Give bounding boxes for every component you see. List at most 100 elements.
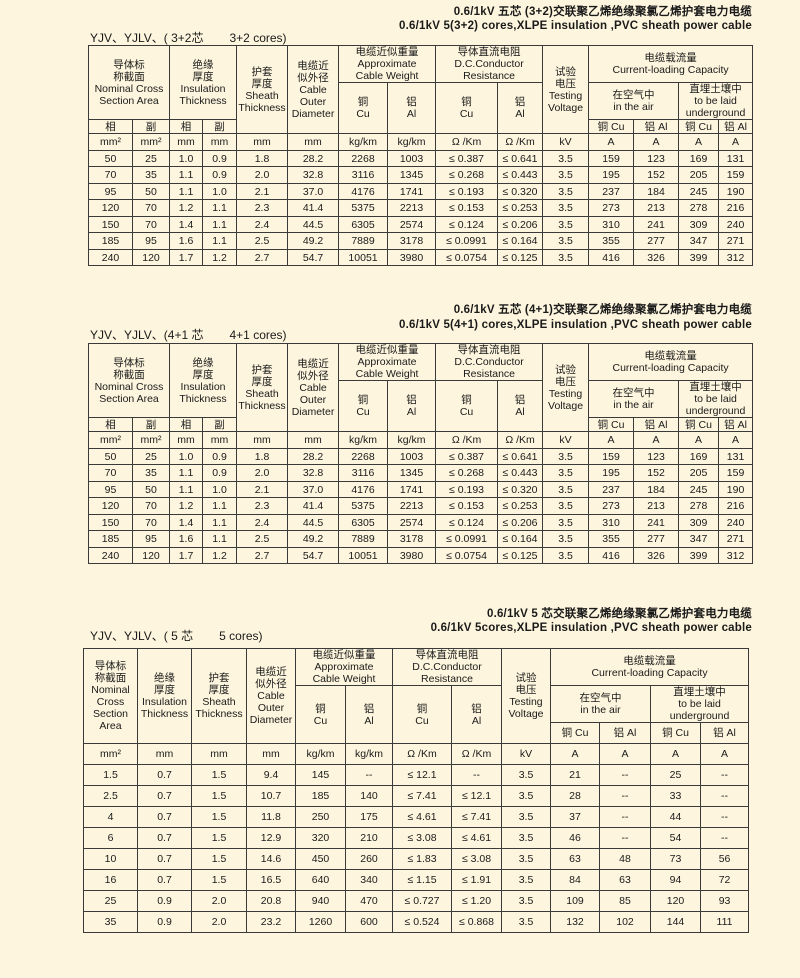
table-cell: ≤ 0.0991 <box>435 530 499 548</box>
table-cell: 123 <box>633 447 680 466</box>
table-cell: 44.5 <box>287 215 340 234</box>
table-cell: ≤ 0.0991 <box>435 232 499 250</box>
table-cell: 2.5 <box>83 785 138 808</box>
table-cell: 277 <box>633 232 680 250</box>
table-cell: ≤ 0.443 <box>497 166 544 184</box>
table-cell: 185 <box>295 785 346 808</box>
table-cell: 1.8 <box>236 149 289 168</box>
header-underground: 直埋土壤中 to be laid underground <box>650 685 750 724</box>
unit-cell: mm <box>236 431 289 449</box>
header-resistance-al: 铝 Al <box>497 380 544 433</box>
table-cell: 7889 <box>338 232 389 250</box>
table-cell: ≤ 1.91 <box>450 869 503 892</box>
header-air-al: 铝 Al <box>599 722 652 745</box>
table-cell: ≤ 0.0754 <box>435 546 499 565</box>
unit-cell: A <box>633 133 680 151</box>
table-cell: 2268 <box>338 149 389 168</box>
table-cell: 3.5 <box>501 869 552 892</box>
table-cell: 1.5 <box>191 764 247 787</box>
table-row: 95 50 1.1 1.0 2.1 37.0 4176 1741 ≤ 0.193 ≤ 0.320 3… <box>88 480 754 499</box>
table-cell: 111 <box>700 911 750 934</box>
table-cell: 50 <box>88 447 133 466</box>
unit-cell: mm <box>169 133 204 151</box>
table1-subtitle-en: 3+2 cores) <box>229 31 287 45</box>
unit-cell: mm² <box>88 431 133 449</box>
header-testing-voltage: 试验 电压 Testing Voltage <box>542 44 590 135</box>
table-cell: 41.4 <box>287 497 340 515</box>
table-cell: 310 <box>588 513 635 532</box>
header-sheath-thickness: 护套 厚度 Sheath Thickness <box>236 44 289 135</box>
table-cell: 32.8 <box>287 464 340 482</box>
table-cell: 72 <box>700 869 750 892</box>
table-cell: 5375 <box>338 199 389 217</box>
table-cell: 1.7 <box>169 248 204 267</box>
table-row: 185 95 1.6 1.1 2.5 49.2 7889 3178 ≤ 0.0991 ≤ 0.16… <box>88 232 754 250</box>
header-underground: 直埋土壤中 to be laid underground <box>678 380 754 419</box>
unit-cell: mm <box>287 133 340 151</box>
table-cell: 159 <box>718 166 754 184</box>
table-cell: 2574 <box>387 215 437 234</box>
table-cell: ≤ 12.1 <box>392 764 452 787</box>
table-cell: 2213 <box>387 199 437 217</box>
table-cell: 195 <box>588 166 635 184</box>
table-cell: 6305 <box>338 513 389 532</box>
table-cell: -- <box>700 785 750 808</box>
table-cell: 195 <box>588 464 635 482</box>
table-cell: ≤ 0.124 <box>435 215 499 234</box>
table-cell: -- <box>345 764 393 787</box>
table-cell: 9.4 <box>246 764 296 787</box>
table-cell: 3178 <box>387 530 437 548</box>
table-cell: ≤ 0.153 <box>435 497 499 515</box>
table-cell: 205 <box>678 464 720 482</box>
unit-cell: kg/km <box>345 743 393 766</box>
table-row: 95 50 1.1 1.0 2.1 37.0 4176 1741 ≤ 0.193 ≤ 0.320 3… <box>88 182 754 201</box>
table-cell: 120 <box>650 890 702 913</box>
table3-subtitle: YJV、YJLV、( 5 芯 5 cores) <box>90 627 289 644</box>
header-cable-weight: 电缆近似重量 Approximate Cable Weight <box>338 44 437 84</box>
table-cell: 63 <box>550 848 601 871</box>
table-cell: ≤ 0.868 <box>450 911 503 934</box>
header-weight-cu: 铜 Cu <box>295 685 346 745</box>
table-cell: 32.8 <box>287 166 340 184</box>
spec-table-3plus2: 导体标 称截面 Nominal Cross Section Area 绝缘 厚度 … <box>87 44 754 267</box>
table-cell: -- <box>599 806 652 829</box>
table-cell: 0.7 <box>137 848 192 871</box>
table-cell: 216 <box>718 199 754 217</box>
table-cell: 355 <box>588 530 635 548</box>
table-cell: 63 <box>599 869 652 892</box>
table-cell: 70 <box>88 166 133 184</box>
table-cell: ≤ 1.15 <box>392 869 452 892</box>
table-cell: 41.4 <box>287 199 340 217</box>
table-cell: 0.9 <box>202 464 238 482</box>
table-cell: 50 <box>88 149 133 168</box>
table-cell: 1260 <box>295 911 346 934</box>
header-testing-voltage: 试验 电压 Testing Voltage <box>542 342 590 433</box>
header-current-capacity: 电缆载流量 Current-loading Capacity <box>588 44 754 84</box>
table-cell: 416 <box>588 248 635 267</box>
header-weight-al: 铝 Al <box>387 380 437 433</box>
table-cell: 190 <box>718 480 754 499</box>
table-cell: ≤ 0.253 <box>497 199 544 217</box>
table-cell: 28 <box>550 785 601 808</box>
unit-cell: kg/km <box>387 133 437 151</box>
table-cell: 237 <box>588 182 635 201</box>
unit-cell: A <box>599 743 652 766</box>
table-cell: 1741 <box>387 182 437 201</box>
unit-cell: mm <box>169 431 204 449</box>
table-cell: 2.7 <box>236 546 289 565</box>
table-cell: 28.2 <box>287 447 340 466</box>
header-cable-weight: 电缆近似重量 Approximate Cable Weight <box>338 342 437 382</box>
unit-cell: Ω /Km <box>435 431 499 449</box>
unit-cell: Ω /Km <box>435 133 499 151</box>
table-cell: 2.4 <box>236 215 289 234</box>
table-cell: 1.5 <box>191 848 247 871</box>
table-cell: 0.7 <box>137 764 192 787</box>
header-current-capacity: 电缆载流量 Current-loading Capacity <box>588 342 754 382</box>
table-cell: 159 <box>588 447 635 466</box>
table-cell: 1.6 <box>169 232 204 250</box>
header-weight-al: 铝 Al <box>387 82 437 135</box>
header-underground: 直埋土壤中 to be laid underground <box>678 82 754 121</box>
table-cell: ≤ 0.387 <box>435 149 499 168</box>
table-cell: 940 <box>295 890 346 913</box>
header-nominal-cross-section: 导体标 称截面 Nominal Cross Section Area <box>87 342 171 419</box>
